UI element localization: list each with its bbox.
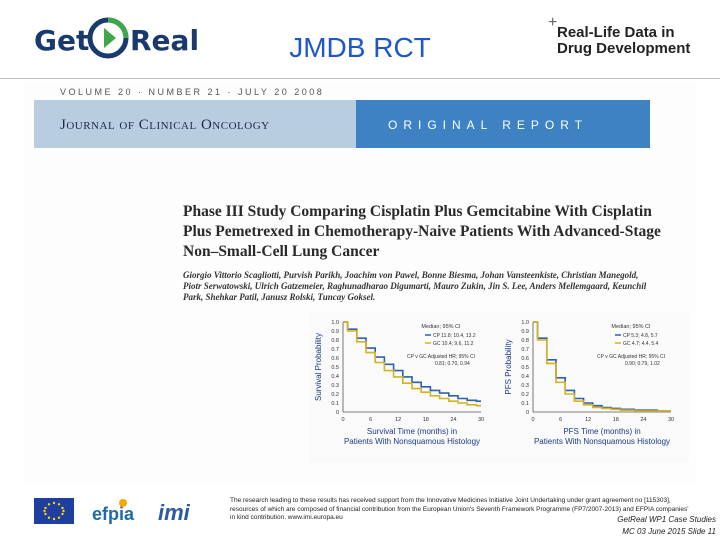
getreal-circle-icon [87, 17, 129, 59]
real-life-data-logo: Real-Life Data in Drug Development [557, 25, 690, 57]
header-divider [0, 78, 720, 79]
x-tick-label: 12 [585, 417, 591, 423]
y-tick-label: 0.3 [331, 383, 339, 389]
page-title: JMDB RCT [289, 32, 431, 63]
y-tick-label: 0.1 [521, 401, 529, 407]
logo-real-text: Real [130, 24, 200, 57]
x-tick-label: 18 [613, 417, 619, 423]
y-tick-label: 0.8 [331, 338, 339, 344]
charts-area [309, 312, 689, 462]
slide-number: MC 03 June 2015 Slide 11 [622, 527, 716, 536]
series-line-gc [533, 321, 671, 412]
funding-disclaimer: The research leading to these results ha… [230, 497, 689, 521]
paper-authors: Giorgio Vittorio Scagliotti, Purvish Par… [183, 270, 647, 302]
x-tick-label: 0 [341, 417, 344, 423]
legend-title: Median; 95% CI [611, 324, 651, 330]
y-tick-label: 0.6 [331, 356, 339, 362]
y-tick-label: 0.7 [331, 347, 339, 353]
y-tick-label: 0.9 [331, 329, 339, 335]
legend-entry: GC 4.7; 4.4, 5.4 [623, 341, 659, 347]
y-axis-label: Survival Probability [314, 333, 323, 401]
hr-value: 0.81; 0.70, 0.94 [435, 361, 470, 367]
hr-label: CP v GC Adjusted HR; 95% CI [597, 354, 665, 360]
x-axis-label: PFS Time (months) in [563, 427, 640, 436]
y-tick-label: 0.1 [331, 401, 339, 407]
x-tick-label: 30 [668, 417, 674, 423]
efpia-logo: efpia [92, 504, 135, 524]
journal-name: Journal of Clinical Oncology [60, 117, 270, 133]
journal-section: ORIGINAL REPORT [388, 118, 589, 132]
y-tick-label: 0.8 [521, 338, 529, 344]
getreal-logo: Get Real [34, 14, 199, 64]
slide-footer-info: GetReal WP1 Case Studies MC 03 June 2015… [520, 514, 716, 538]
x-axis-label-line2: Patients With Nonsquamous Histology [344, 437, 480, 446]
x-tick-label: 24 [450, 417, 456, 423]
y-tick-label: 1.0 [331, 320, 339, 326]
legend-entry: CP 5.3; 4.8, 5.7 [623, 333, 658, 339]
y-tick-label: 0.5 [331, 365, 339, 371]
x-tick-label: 18 [423, 417, 429, 423]
logo-get-text: Get [34, 24, 90, 57]
y-tick-label: 0.2 [521, 392, 529, 398]
y-tick-label: 0.4 [331, 374, 339, 380]
x-tick-label: 12 [395, 417, 401, 423]
paper-title: Phase III Study Comparing Cisplatin Plus… [183, 203, 661, 260]
y-tick-label: 0.3 [521, 383, 529, 389]
y-tick-label: 0.5 [521, 365, 529, 371]
x-tick-label: 6 [369, 417, 372, 423]
y-tick-label: 0 [526, 410, 529, 416]
series-line-gc [343, 321, 481, 407]
legend-title: Median; 95% CI [421, 324, 461, 330]
legend-entry: CP 11.8; 10.4, 13.2 [433, 333, 476, 339]
eu-flag-icon [34, 498, 74, 524]
series-line-cp [533, 321, 671, 412]
x-tick-label: 30 [478, 417, 484, 423]
y-tick-label: 0.2 [331, 392, 339, 398]
efpia-star-icon [119, 499, 127, 507]
hr-label: CP v GC Adjusted HR; 95% CI [407, 354, 475, 360]
y-tick-label: 0 [336, 410, 339, 416]
y-axis-label: PFS Probability [504, 339, 513, 394]
hr-value: 0.90; 0.79, 1.02 [625, 361, 660, 367]
y-tick-label: 0.9 [521, 329, 529, 335]
x-tick-label: 0 [531, 417, 534, 423]
y-tick-label: 0.4 [521, 374, 529, 380]
x-axis-label-line2: Patients With Nonsquamous Histology [534, 437, 670, 446]
journal-section-band [356, 100, 650, 148]
x-tick-label: 24 [640, 417, 646, 423]
imi-logo: imi [158, 500, 190, 525]
y-tick-label: 0.7 [521, 347, 529, 353]
x-tick-label: 6 [559, 417, 562, 423]
real-life-line2: Drug Development [557, 40, 691, 57]
x-axis-label: Survival Time (months) in [367, 427, 457, 436]
plus-icon: + [548, 14, 558, 31]
legend-entry: GC 10.4; 9.6, 11.2 [433, 341, 474, 347]
case-study-label: GetReal WP1 Case Studies [617, 515, 716, 524]
real-life-line1: Real-Life Data in [557, 24, 675, 41]
journal-volume-line: VOLUME 20 · NUMBER 21 · JULY 20 2008 [60, 87, 325, 97]
y-tick-label: 0.6 [521, 356, 529, 362]
y-tick-label: 1.0 [521, 320, 529, 326]
km-charts: 1.00.90.80.70.60.50.40.30.20.100 6 12 18 24 3… [314, 320, 674, 446]
